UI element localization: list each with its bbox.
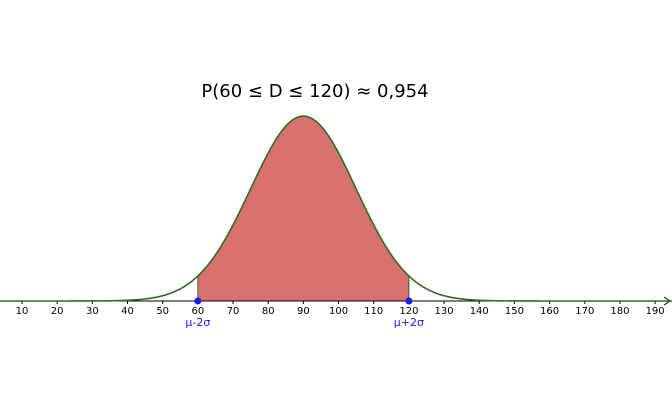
x-tick-label: 180 [610,306,629,317]
x-tick-label: 140 [470,306,489,317]
shaded-area [197,116,409,301]
point [194,297,202,305]
x-tick-label: 170 [575,306,594,317]
x-tick-label: 10 [16,306,29,317]
x-tick-label: 90 [297,306,310,317]
x-tick-label: 100 [329,306,348,317]
x-tick-label: 80 [262,306,275,317]
point-label: μ-2σ [185,316,210,329]
x-tick-label: 30 [86,306,99,317]
x-tick-label: 130 [435,306,454,317]
x-tick-label: 50 [156,306,169,317]
x-tick-label: 20 [51,306,64,317]
x-tick-label: 160 [540,306,559,317]
x-tick-label: 150 [505,306,524,317]
density-curve [0,115,672,302]
x-tick-label: 70 [227,306,240,317]
chart-title: P(60 ≤ D ≤ 120) ≈ 0,954 [201,81,428,102]
x-tick-label: 40 [121,306,134,317]
point-label: μ+2σ [394,316,424,329]
x-tick-label: 60 [191,306,204,317]
point [405,297,413,305]
x-tick-label: 110 [364,306,383,317]
x-tick-label: 120 [399,306,418,317]
x-tick-label: 190 [646,306,665,317]
